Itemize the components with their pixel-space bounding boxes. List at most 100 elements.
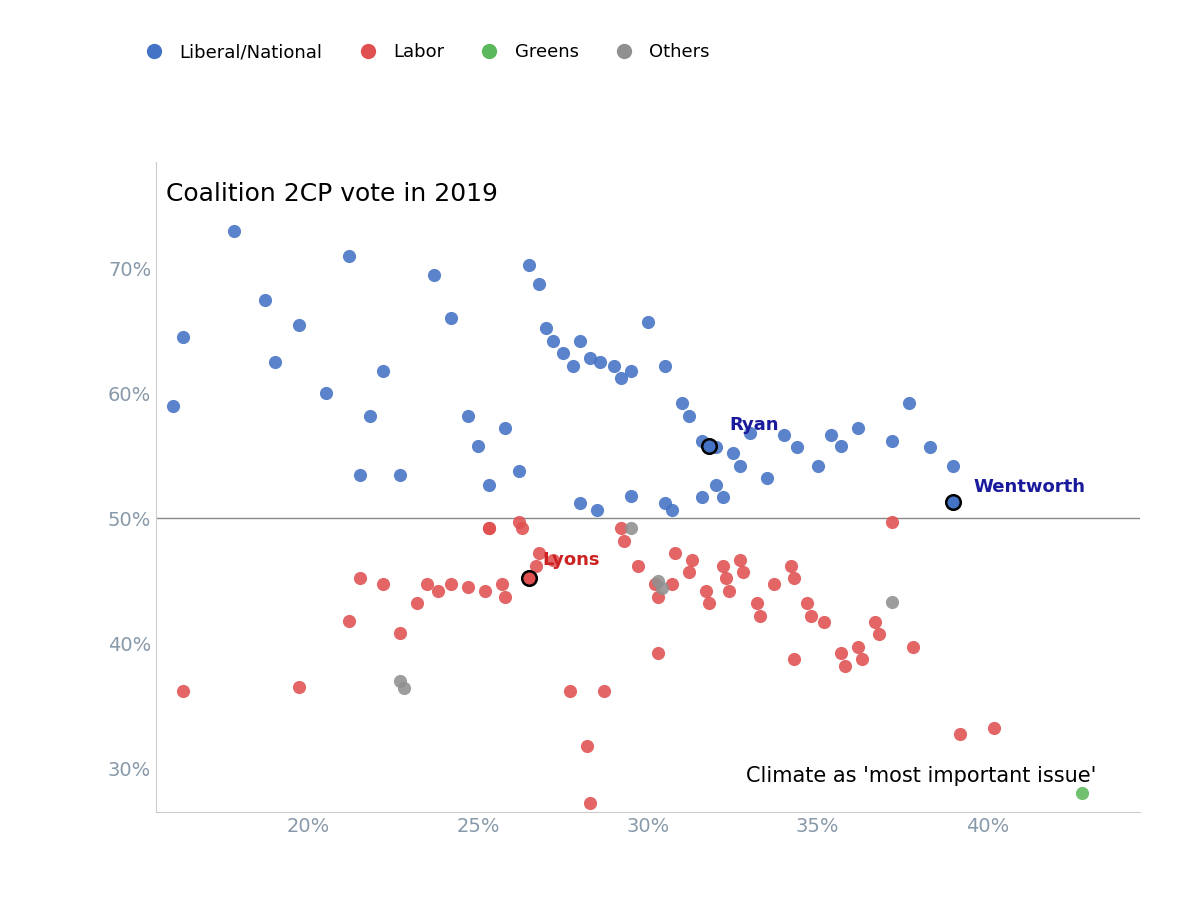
Point	[679, 565, 698, 579]
Point	[594, 684, 613, 698]
Point	[564, 359, 583, 373]
Point	[475, 584, 494, 598]
Point	[391, 674, 410, 688]
Point	[512, 521, 532, 536]
Point	[588, 502, 607, 517]
Point	[700, 438, 719, 453]
Point	[648, 590, 667, 604]
Point	[622, 489, 641, 503]
Point	[785, 652, 804, 667]
Point	[458, 409, 478, 423]
Point	[520, 571, 539, 585]
Point	[984, 721, 1003, 735]
Point	[666, 546, 685, 560]
Text: Coalition 2CP vote in 2019: Coalition 2CP vote in 2019	[166, 182, 498, 206]
Point	[679, 409, 698, 423]
Point	[254, 292, 274, 307]
Point	[720, 584, 739, 598]
Point	[570, 496, 589, 511]
Text: Lyons: Lyons	[542, 550, 600, 568]
Point	[950, 727, 970, 741]
Point	[428, 584, 448, 598]
Point	[611, 372, 630, 386]
Point	[848, 640, 868, 654]
Point	[883, 515, 902, 529]
Point	[869, 627, 888, 641]
Point	[391, 626, 410, 640]
Point	[611, 521, 630, 536]
Point	[648, 646, 667, 660]
Point	[662, 502, 682, 517]
Point	[373, 364, 392, 378]
Point	[316, 386, 335, 400]
Point	[163, 399, 182, 413]
Point	[614, 534, 634, 548]
Point	[787, 440, 806, 455]
Point	[883, 594, 902, 609]
Point	[774, 428, 793, 442]
Point	[425, 268, 444, 282]
Point	[530, 276, 550, 290]
Point	[442, 577, 461, 592]
Point	[560, 684, 580, 698]
Point	[442, 311, 461, 326]
Point	[713, 558, 732, 573]
Point	[920, 440, 940, 455]
Point	[683, 552, 702, 566]
Point	[652, 581, 671, 595]
Point	[655, 496, 674, 511]
Point	[340, 249, 359, 263]
Point	[740, 426, 760, 440]
Point	[696, 584, 715, 598]
Point	[904, 640, 923, 654]
Point	[629, 558, 648, 573]
Point	[496, 421, 515, 436]
Point	[581, 351, 600, 365]
Point	[510, 464, 529, 478]
Point	[408, 596, 427, 611]
Point	[373, 577, 392, 592]
Point	[530, 546, 550, 560]
Point	[865, 615, 884, 630]
Point	[544, 552, 563, 566]
Point	[469, 438, 488, 453]
Point	[716, 571, 736, 585]
Point	[692, 434, 712, 448]
Point	[733, 565, 752, 579]
Point	[781, 558, 800, 573]
Point	[724, 446, 743, 461]
Legend: Liberal/National, Labor, Greens, Others: Liberal/National, Labor, Greens, Others	[130, 36, 716, 69]
Text: Ryan: Ryan	[730, 416, 779, 434]
Point	[590, 355, 610, 370]
Point	[391, 467, 410, 482]
Point	[648, 574, 667, 588]
Point	[746, 596, 766, 611]
Point	[707, 440, 726, 455]
Point	[692, 490, 712, 504]
Text: Climate as 'most important issue': Climate as 'most important issue'	[746, 766, 1097, 786]
Point	[750, 609, 769, 623]
Point	[418, 577, 437, 592]
Point	[730, 458, 749, 473]
Point	[822, 428, 841, 442]
Point	[808, 458, 827, 473]
Point	[289, 318, 308, 332]
Point	[496, 590, 515, 604]
Point	[852, 652, 871, 667]
Point	[577, 739, 596, 753]
Point	[802, 609, 821, 623]
Point	[943, 458, 962, 473]
Point	[757, 471, 776, 485]
Point	[832, 438, 851, 453]
Point	[174, 684, 193, 698]
Point	[350, 467, 370, 482]
Point	[394, 681, 413, 695]
Point	[848, 421, 868, 436]
Point	[943, 495, 962, 510]
Point	[360, 409, 379, 423]
Point	[520, 258, 539, 272]
Point	[536, 321, 556, 336]
Point	[662, 577, 682, 592]
Point	[605, 359, 624, 373]
Point	[646, 577, 665, 592]
